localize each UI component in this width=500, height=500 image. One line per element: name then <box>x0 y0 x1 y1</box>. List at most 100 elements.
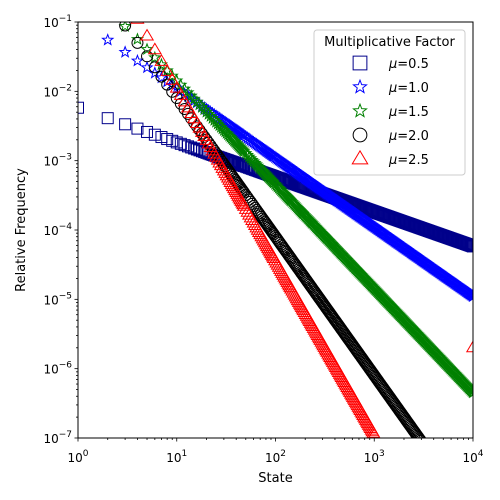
data-point <box>182 140 195 153</box>
data-point <box>178 139 191 152</box>
data-point <box>155 70 168 83</box>
ticks-layer: 100 101 102 103 104 10−7 10−6 10−5 10−4 10−3 10−2 1… <box>43 14 483 465</box>
legend-box <box>313 29 466 176</box>
data-point <box>160 63 174 77</box>
data-point <box>130 53 145 67</box>
data-point <box>140 42 154 56</box>
legend-label: μ=2.5 <box>388 153 429 168</box>
y-axis-label: Relative Frequency <box>14 168 29 292</box>
data-point <box>141 50 154 63</box>
y-tick-label: 10−7 <box>43 430 72 446</box>
data-point <box>140 60 154 74</box>
legend-label: μ=0.5 <box>388 57 429 72</box>
data-point <box>467 240 473 253</box>
data-point <box>165 72 180 85</box>
data-point <box>141 125 154 138</box>
data-point <box>119 118 132 131</box>
data-point <box>131 36 144 49</box>
data-point <box>466 289 473 303</box>
data-point-outlier <box>465 340 473 353</box>
data-point <box>236 143 250 157</box>
legend-entry: μ=1.0 <box>352 78 429 96</box>
legend-marker-star <box>352 78 368 94</box>
legend-title: Multiplicative Factor <box>324 35 455 50</box>
y-tick-label: 10−5 <box>43 291 72 307</box>
data-point <box>131 122 144 135</box>
data-point <box>265 225 278 238</box>
data-point <box>465 385 473 398</box>
data-point <box>101 33 115 46</box>
series-layer <box>78 22 473 438</box>
data-point <box>240 148 255 161</box>
data-point <box>154 53 169 66</box>
y-tick-label: 10−3 <box>43 153 72 169</box>
data-point <box>242 149 256 163</box>
data-point <box>413 432 426 438</box>
data-point <box>148 61 161 74</box>
legend-marker-star <box>352 102 368 118</box>
data-point <box>464 288 473 301</box>
legend-entry: μ=0.5 <box>352 55 429 72</box>
legend: Multiplicative Factor μ=0.5 μ=1.0 μ=1.5 μ=2… <box>313 29 466 176</box>
data-point <box>169 80 184 93</box>
data-point <box>181 85 195 99</box>
data-point <box>244 151 258 165</box>
data-point <box>195 100 209 113</box>
data-point <box>192 97 207 111</box>
data-point <box>414 433 426 438</box>
data-point <box>160 64 175 76</box>
legend-entry: μ=1.5 <box>352 102 429 120</box>
x-tick-label: 101 <box>166 449 187 465</box>
data-point <box>367 427 381 438</box>
legend-label: μ=2.0 <box>388 129 429 144</box>
data-point <box>190 95 204 108</box>
legend-marker-triangle <box>351 149 369 165</box>
data-point <box>173 87 188 100</box>
legend-entry: μ=2.0 <box>352 127 429 144</box>
x-tick-label: 100 <box>67 449 88 465</box>
data-point <box>147 42 162 55</box>
data-point <box>148 128 161 141</box>
data-point <box>101 112 114 125</box>
legend-label: μ=1.5 <box>388 105 429 120</box>
data-point <box>130 22 145 24</box>
data-point <box>130 32 145 45</box>
y-tick-label: 10−2 <box>43 83 72 99</box>
data-point <box>78 101 84 114</box>
data-point <box>415 434 427 438</box>
legend-entry: μ=2.5 <box>351 149 429 168</box>
legend-entries: μ=0.5 μ=1.0 μ=1.5 μ=2.0 μ=2.5 <box>351 55 429 168</box>
x-tick-label: 104 <box>462 449 483 465</box>
x-axis-label: State <box>258 471 292 486</box>
data-point <box>283 193 297 206</box>
legend-label: μ=1.0 <box>388 81 429 96</box>
data-point <box>165 69 179 82</box>
data-point <box>166 134 179 147</box>
legend-marker-square <box>352 55 368 71</box>
series-5 <box>130 22 381 438</box>
legend-marker-circle <box>352 127 368 143</box>
y-tick-label: 10−6 <box>43 361 72 377</box>
data-point <box>118 22 132 32</box>
data-point <box>174 137 187 150</box>
data-point <box>187 92 201 105</box>
data-point <box>211 116 225 130</box>
data-point <box>119 22 132 32</box>
x-tick-label: 103 <box>364 449 385 465</box>
data-point <box>184 88 198 102</box>
data-point <box>139 28 155 41</box>
y-tick-label: 10−4 <box>43 222 72 238</box>
data-point <box>466 385 473 399</box>
series-3 <box>118 22 473 399</box>
data-point <box>214 154 227 167</box>
data-point <box>212 118 226 132</box>
x-tick-label: 102 <box>265 449 286 465</box>
data-point <box>464 384 473 397</box>
y-tick-label: 10−1 <box>43 14 72 30</box>
data-point <box>214 120 228 133</box>
data-point <box>148 50 162 64</box>
series-4 <box>119 22 427 438</box>
data-point <box>118 45 132 58</box>
data-point <box>412 430 425 438</box>
